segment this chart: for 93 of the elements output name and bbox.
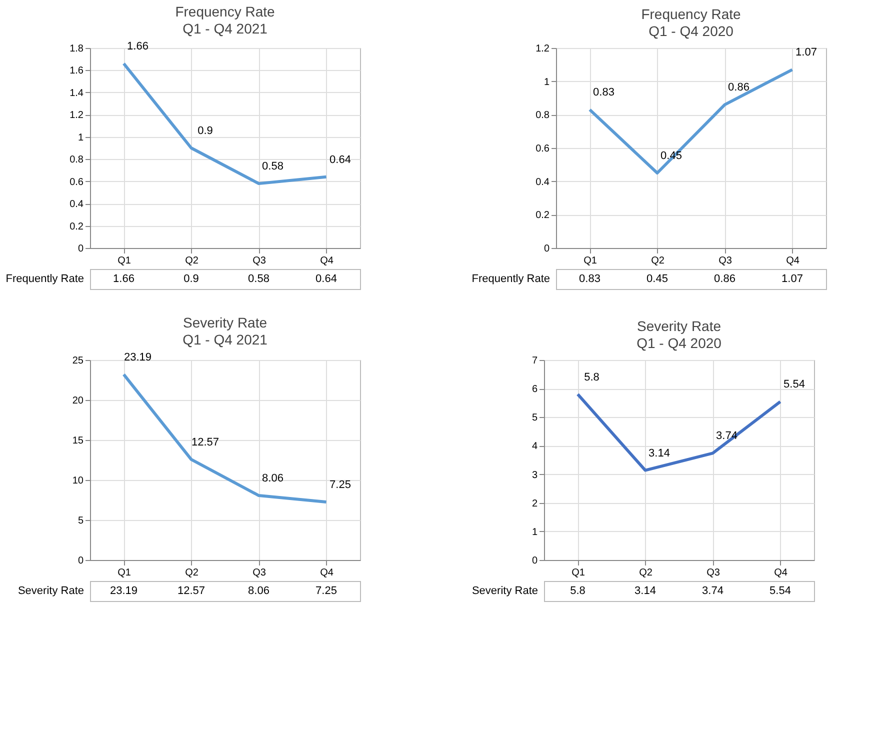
- data-label: 3.14: [648, 447, 670, 460]
- data-label: 5.54: [784, 378, 805, 391]
- y-tick-label: 1.2: [70, 110, 84, 122]
- text: 0.45: [646, 273, 668, 285]
- x-tick-label: Q4: [320, 568, 334, 578]
- y-tick-label: 5: [78, 516, 84, 526]
- chart-title: Frequency Rate: [175, 4, 276, 20]
- y-tick-label: 1: [532, 526, 538, 538]
- line-series: [576, 392, 782, 472]
- x-tick-label: Q3: [252, 568, 266, 578]
- y-tick-label: 25: [72, 356, 84, 366]
- text: Frequently Rate: [6, 273, 84, 285]
- x-tick-label: Q4: [786, 256, 800, 266]
- chart-title: Severity Rate: [636, 318, 722, 334]
- y-tick-label: 0.8: [70, 154, 84, 166]
- text: Severity Rate: [472, 585, 538, 597]
- line-series: [122, 62, 328, 186]
- data-label: 8.06: [262, 472, 284, 485]
- y-tick-label: 1.2: [536, 44, 550, 54]
- y-tick-label: 0.6: [70, 176, 84, 188]
- text: 0.83: [579, 273, 600, 285]
- text: 0.9: [184, 273, 199, 285]
- x-tick-label: Q1: [118, 256, 132, 266]
- chart-subtitle: Q1 - Q4 2020: [648, 23, 734, 39]
- text: 5.54: [770, 585, 791, 597]
- y-tick-label: 0.2: [536, 210, 550, 222]
- chart-subtitle: Q1 - Q4 2021: [182, 20, 268, 37]
- x-tick-label: Q3: [252, 256, 266, 266]
- text: Severity Rate: [18, 585, 84, 597]
- y-tick-label: 1.6: [70, 66, 84, 77]
- chart-subtitle: Q1 - Q4 2020: [636, 335, 722, 351]
- y-tick-label: 4: [532, 441, 538, 452]
- y-tick-label: 10: [72, 476, 84, 486]
- text: 12.57: [177, 585, 206, 597]
- y-tick-label: 1.8: [70, 44, 84, 54]
- text: 3.74: [702, 585, 724, 597]
- y-tick-label: 0: [532, 556, 538, 566]
- x-tick-label: Q1: [572, 568, 586, 578]
- y-tick-label: 0: [78, 244, 84, 254]
- text: 3.14: [634, 585, 656, 597]
- y-tick-label: 7: [532, 356, 538, 366]
- chart-title: Frequency Rate: [641, 6, 742, 22]
- data-label: 0.9: [198, 125, 213, 137]
- chart-title: Severity Rate: [182, 314, 268, 330]
- text: Frequently Rate: [472, 273, 550, 285]
- x-tick-label: Q4: [320, 256, 334, 266]
- x-tick-label: Q2: [185, 256, 199, 266]
- x-tick-label: Q1: [118, 568, 132, 578]
- text: 23.19: [110, 585, 138, 597]
- y-tick-label: 1: [78, 132, 84, 144]
- data-label: 7.25: [330, 479, 351, 491]
- data-label: 1.66: [127, 40, 148, 53]
- y-tick-label: 0: [544, 244, 550, 254]
- text: 0.64: [316, 273, 337, 285]
- y-tick-label: 0.4: [536, 176, 550, 188]
- y-tick-label: 0.2: [70, 221, 84, 232]
- y-tick-label: 3: [532, 470, 538, 481]
- x-tick-label: Q2: [651, 256, 665, 266]
- data-label: 0.64: [330, 154, 351, 166]
- text: 8.06: [248, 585, 270, 597]
- y-tick-label: 6: [532, 384, 538, 396]
- data-label: 0.83: [593, 86, 614, 99]
- text: 1.66: [113, 273, 134, 285]
- data-label: 1.07: [796, 46, 817, 59]
- text: 5.8: [570, 585, 586, 597]
- y-tick-label: 0.8: [536, 110, 550, 122]
- x-tick-label: Q1: [584, 256, 598, 266]
- y-tick-label: 0.6: [536, 144, 550, 154]
- y-tick-label: 20: [72, 396, 84, 406]
- x-tick-label: Q3: [718, 256, 732, 266]
- text: 1.07: [782, 273, 803, 285]
- y-tick-label: 0: [78, 556, 84, 566]
- y-tick-label: 0.4: [70, 199, 84, 210]
- line-series: [122, 372, 328, 504]
- data-label: 5.8: [584, 371, 600, 384]
- y-tick-label: 1.4: [70, 88, 84, 99]
- y-tick-label: 1: [544, 76, 550, 88]
- x-tick-label: Q4: [774, 568, 788, 578]
- text: 0.58: [248, 273, 270, 285]
- data-label: 0.86: [728, 82, 750, 94]
- y-tick-label: 5: [532, 412, 538, 424]
- y-tick-label: 2: [532, 498, 538, 510]
- line-series: [588, 68, 794, 174]
- text: 7.25: [316, 585, 337, 597]
- data-label: 23.19: [124, 351, 152, 364]
- y-tick-label: 15: [72, 436, 84, 446]
- chart-subtitle: Q1 - Q4 2021: [182, 331, 268, 348]
- data-label: 12.57: [191, 436, 220, 448]
- x-tick-label: Q3: [706, 568, 720, 578]
- text: 0.86: [714, 273, 736, 285]
- x-tick-label: Q2: [185, 568, 199, 578]
- data-label: 0.58: [262, 160, 284, 173]
- x-tick-label: Q2: [639, 568, 653, 578]
